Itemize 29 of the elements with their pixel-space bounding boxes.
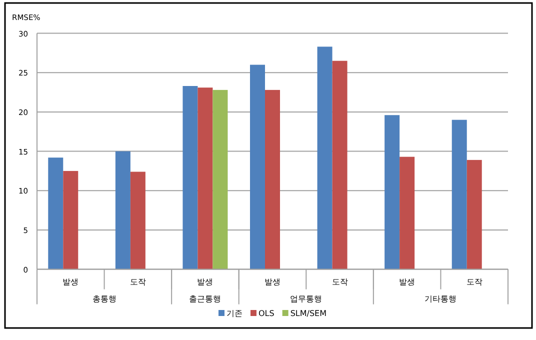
text: 출근통행	[189, 294, 222, 304]
x-tick-label: 도작	[332, 277, 348, 286]
text: 기타통행	[424, 294, 457, 304]
bar	[63, 170, 78, 270]
bar	[384, 115, 400, 270]
bar	[400, 156, 415, 270]
bar	[250, 64, 265, 270]
x-tick-label: 발생	[399, 277, 416, 286]
bar	[265, 90, 280, 270]
x-tick-label: 발생	[264, 277, 280, 286]
x-tick-label: 도작	[466, 277, 482, 286]
bar	[198, 88, 213, 270]
bar	[452, 120, 467, 270]
bar	[466, 160, 482, 270]
bar	[115, 151, 130, 270]
x-tick-label: 발생	[62, 277, 79, 286]
bar	[48, 158, 64, 270]
bar	[212, 90, 228, 270]
bar	[182, 86, 198, 270]
x-tick-label: 발생	[197, 277, 214, 286]
text: 총통행	[92, 294, 116, 304]
legend-label: OLS	[258, 309, 274, 318]
bar	[317, 46, 332, 270]
legend-label: 기존	[226, 309, 242, 318]
bar	[130, 172, 146, 270]
bar	[332, 60, 348, 270]
text: 업무통행	[290, 294, 322, 304]
legend-label: SLM/SEM	[290, 309, 327, 318]
x-tick-label: 도작	[130, 277, 146, 286]
